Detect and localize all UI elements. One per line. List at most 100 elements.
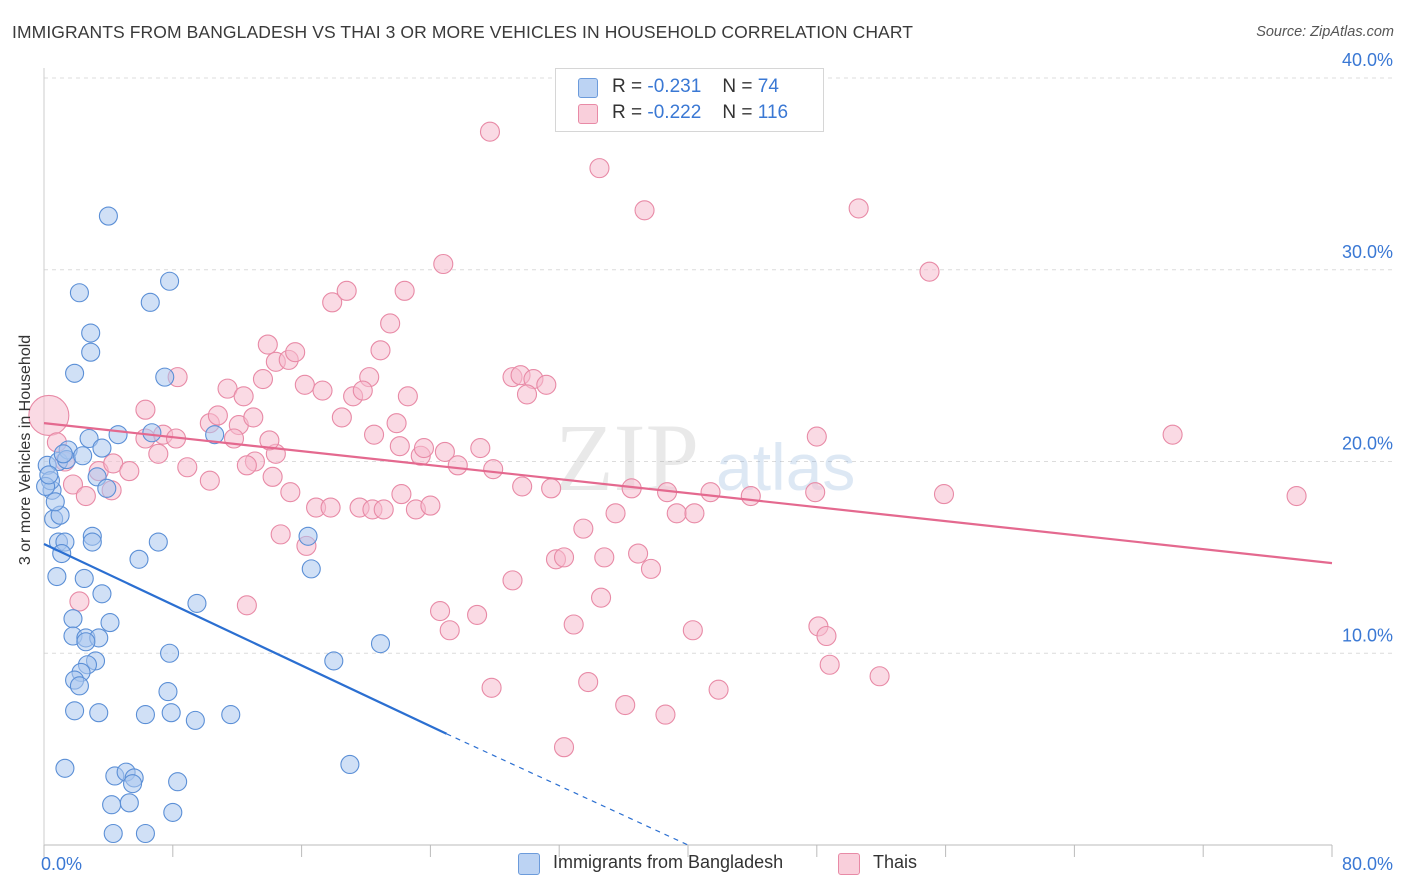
legend-n-value: 74 [757, 76, 779, 97]
data-point-thais [502, 570, 523, 591]
data-point-thais [655, 704, 676, 725]
thais-points [28, 121, 1307, 758]
data-point-thais [312, 380, 333, 401]
legend-n-label: N = [722, 102, 753, 123]
data-point-bangladesh [161, 703, 181, 723]
y-tick-labels: 10.0% 20.0% 30.0% 40.0% [1342, 50, 1393, 645]
data-point-bangladesh [69, 676, 89, 696]
data-point-thais [217, 378, 238, 399]
legend-swatch-pink [578, 104, 598, 124]
data-point-thais [512, 476, 533, 497]
data-point-thais [135, 399, 156, 420]
data-point-bangladesh [108, 425, 128, 445]
data-point-bangladesh [65, 701, 85, 721]
data-point-thais [553, 737, 575, 758]
data-point-thais [605, 503, 626, 524]
data-point-bangladesh [52, 543, 72, 564]
data-point-bangladesh [65, 363, 85, 383]
data-point-thais [479, 121, 501, 142]
data-point-thais [684, 503, 705, 524]
data-point-thais [483, 459, 504, 480]
data-point-bangladesh [205, 425, 225, 445]
data-point-bangladesh [47, 566, 67, 587]
data-point-bangladesh [74, 568, 94, 589]
data-point-bangladesh [155, 367, 175, 387]
data-point-thais [578, 671, 599, 693]
data-point-bangladesh [82, 532, 102, 552]
data-point-thais [386, 413, 407, 434]
data-point-thais [103, 453, 124, 474]
data-point-bangladesh [98, 206, 118, 226]
y-tick-label: 40.0% [1342, 50, 1393, 70]
data-point-bangladesh [301, 559, 321, 579]
trendline-bangladesh [43, 542, 447, 735]
data-point-bangladesh [160, 271, 180, 291]
data-point-thais [470, 438, 491, 459]
y-tick-label: 20.0% [1342, 434, 1393, 454]
data-point-thais [177, 457, 198, 478]
legend-r-value: -0.231 [647, 76, 702, 97]
data-point-thais [259, 430, 280, 451]
data-point-thais [563, 614, 584, 635]
data-point-thais [280, 482, 301, 503]
data-point-thais [294, 374, 315, 395]
data-point-thais [320, 497, 341, 518]
data-point-thais [397, 386, 418, 407]
data-point-thais [69, 591, 90, 612]
data-point-thais [413, 438, 435, 459]
data-point-bangladesh [135, 823, 155, 844]
data-point-thais [439, 620, 460, 641]
data-point-bangladesh [103, 823, 123, 844]
data-point-bangladesh [160, 643, 180, 663]
data-point-bangladesh [53, 444, 73, 464]
legend-r-label: R = [612, 102, 643, 123]
data-point-bangladesh [187, 593, 207, 613]
data-point-thais [420, 495, 441, 516]
data-point-thais [233, 386, 254, 407]
data-point-bangladesh [69, 283, 89, 303]
data-point-thais [869, 666, 890, 687]
legend-r-label: R = [612, 76, 643, 97]
watermark-atlas: atlas [716, 430, 855, 504]
bottom-legend-label: Immigrants from Bangladesh [553, 852, 784, 872]
data-point-bangladesh [148, 532, 168, 552]
x-tick-label: 80.0% [1342, 854, 1393, 874]
data-point-thais [207, 405, 228, 426]
data-point-bangladesh [163, 802, 183, 822]
data-point-thais [1162, 424, 1183, 445]
data-point-bangladesh [370, 634, 391, 654]
data-point-thais [553, 547, 575, 568]
bangladesh-points [36, 206, 391, 844]
data-point-thais [199, 470, 220, 491]
data-point-bangladesh [79, 428, 99, 449]
bottom-legend-thais: Thais [838, 851, 958, 877]
data-point-thais [516, 384, 538, 405]
data-point-thais [336, 280, 357, 301]
data-point-thais [373, 499, 394, 520]
data-point-thais [573, 518, 594, 539]
data-point-bangladesh [76, 632, 96, 652]
data-point-bangladesh [158, 682, 178, 702]
data-point-thais [1286, 485, 1307, 507]
data-point-thais [391, 484, 412, 505]
data-point-thais [447, 455, 468, 476]
data-point-thais [933, 484, 955, 505]
data-point-thais [394, 280, 415, 301]
data-point-bangladesh [73, 446, 93, 466]
legend-n-value: 116 [757, 102, 789, 123]
data-point-thais [666, 503, 687, 524]
data-point-thais [806, 426, 827, 447]
data-point-bangladesh [142, 423, 162, 443]
data-point-thais [634, 200, 655, 221]
data-point-thais [262, 466, 283, 487]
data-point-thais [75, 485, 96, 507]
data-point-thais [848, 198, 869, 219]
data-point-thais [62, 474, 84, 495]
y-axis-label-wrap: 3 or more Vehicles in Household [6, 250, 46, 650]
bottom-legend-label: Thais [873, 852, 918, 872]
data-point-thais [257, 334, 278, 355]
bottom-legend-bangladesh: Immigrants from Bangladesh [518, 851, 818, 877]
data-point-bangladesh [221, 705, 241, 725]
legend-r-value: -0.222 [647, 102, 702, 123]
